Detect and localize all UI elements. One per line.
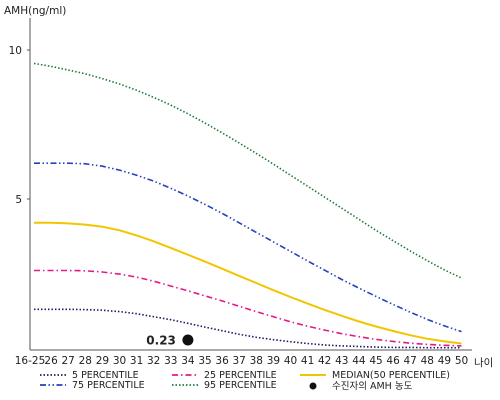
x-tick-label: 49	[438, 355, 451, 367]
x-tick-label: 47	[404, 355, 417, 367]
x-ticks: 16-25 26 27 28 29 30 31 32 33 34 35 36 37 38 39 40 41 42 4…	[15, 355, 468, 367]
series-line-median-50-percentile	[34, 221, 462, 345]
percentile-lines	[33, 62, 462, 349]
x-tick-label: 16-25	[15, 355, 46, 367]
x-tick-label: 42	[318, 355, 331, 367]
x-axis-label: 나이	[474, 357, 493, 369]
x-tick-label: 43	[335, 355, 348, 367]
legend-label: 25 PERCENTILE	[204, 370, 277, 381]
x-tick-label: 34	[181, 355, 195, 367]
legend-label: 75 PERCENTILE	[72, 380, 145, 391]
series-line-75-percentile	[34, 162, 462, 333]
x-tick-label: 48	[421, 355, 434, 367]
x-tick-label: 45	[369, 355, 382, 367]
x-tick-label: 37	[233, 355, 246, 367]
legend-label: 95 PERCENTILE	[204, 380, 277, 391]
legend-patient-label: 수진자의 AMH 농도	[332, 381, 413, 392]
x-tick-label: 38	[250, 355, 263, 367]
x-tick-label: 26	[44, 355, 58, 367]
series-line-5-percentile	[34, 308, 462, 349]
legend-patient-marker	[309, 382, 317, 390]
axes	[29, 18, 472, 351]
x-tick-label: 36	[215, 355, 229, 367]
x-tick-label: 41	[301, 355, 314, 367]
legend-label: 5 PERCENTILE	[72, 370, 139, 381]
x-tick-label: 32	[147, 355, 160, 367]
x-tick-label: 50	[455, 355, 468, 367]
x-tick-label: 44	[352, 355, 366, 367]
x-tick-label: 39	[267, 355, 280, 367]
x-tick-label: 30	[113, 355, 126, 367]
series-line-25-percentile	[34, 269, 462, 347]
x-tick-label: 40	[284, 355, 297, 367]
legend: 5 PERCENTILE 25 PERCENTILE MEDIAN(50 PERCE…	[40, 370, 450, 392]
x-tick-label: 29	[96, 355, 109, 367]
x-tick-label: 46	[386, 355, 400, 367]
y-axis-label: AMH(ng/ml)	[4, 5, 66, 17]
series-line-95-percentile	[33, 62, 462, 279]
y-tick-label: 10	[9, 45, 22, 57]
x-tick-label: 33	[164, 355, 177, 367]
x-tick-label: 27	[62, 355, 75, 367]
y-ticks: 10 5	[9, 45, 30, 206]
legend-label: MEDIAN(50 PERCENTILE)	[332, 370, 450, 381]
x-tick-label: 31	[130, 355, 143, 367]
y-tick-label: 5	[15, 194, 22, 206]
patient-amh-label: 0.23	[146, 334, 176, 348]
x-tick-label: 28	[79, 355, 92, 367]
patient-amh-point	[182, 334, 194, 346]
x-tick-label: 35	[198, 355, 211, 367]
patient-point-group: 0.23	[146, 334, 194, 348]
